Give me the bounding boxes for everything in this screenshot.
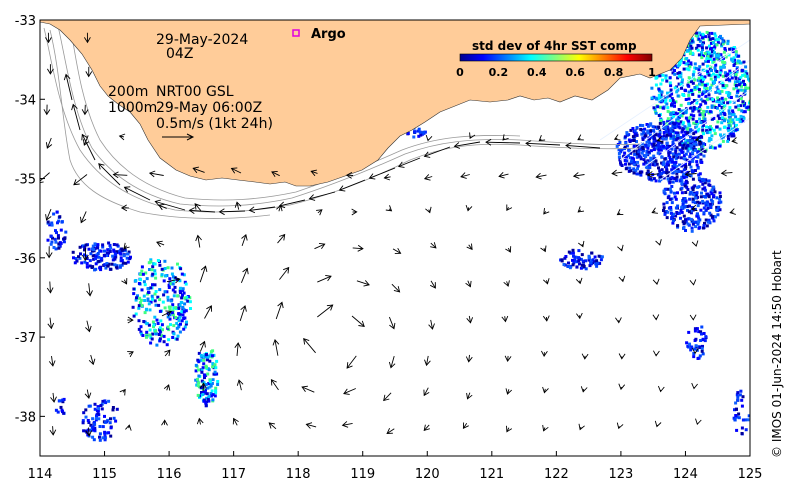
y-tick-label: -35 bbox=[15, 173, 36, 188]
colorbar-tick-label: 0.6 bbox=[565, 66, 585, 79]
y-tick-label: -37 bbox=[15, 331, 36, 346]
colorbar-tick-label: 0.8 bbox=[604, 66, 624, 79]
y-axis: -33 -34 -35 -36 -37 -38 bbox=[15, 14, 45, 425]
y-tick-label: -34 bbox=[15, 93, 36, 108]
colorbar-tick-label: 1 bbox=[648, 66, 656, 79]
colorbar-tick-label: 0 bbox=[456, 66, 464, 79]
product-time-label: 29-May 06:00Z bbox=[156, 100, 262, 116]
plot-frame bbox=[39, 19, 751, 457]
x-tick-label: 115 bbox=[92, 467, 117, 482]
product-label: NRT00 GSL bbox=[156, 84, 234, 100]
x-tick-label: 124 bbox=[673, 467, 698, 482]
scale-label: 0.5m/s (1kt 24h) bbox=[156, 116, 273, 132]
y-tick-label: -36 bbox=[15, 252, 36, 267]
depth-1000-label: 1000m bbox=[108, 100, 157, 116]
depth-200-label: 200m bbox=[108, 84, 148, 100]
x-axis: 114 115 116 117 118 119 120 121 122 123 124 125 bbox=[28, 451, 763, 482]
colorbar bbox=[459, 53, 653, 62]
current-vectors bbox=[40, 32, 738, 437]
x-tick-label: 122 bbox=[544, 467, 569, 482]
satellite-tracks bbox=[599, 39, 750, 181]
x-tick-label: 125 bbox=[738, 467, 763, 482]
credit-label: © IMOS 01-Jun-2024 14:50 Hobart bbox=[770, 250, 784, 458]
y-tick-label: -33 bbox=[15, 14, 36, 29]
x-tick-label: 121 bbox=[479, 467, 504, 482]
colorbar-title: std dev of 4hr SST comp bbox=[472, 39, 637, 53]
x-tick-label: 118 bbox=[286, 467, 311, 482]
map-time: 04Z bbox=[166, 46, 193, 62]
y-tick-label: -38 bbox=[15, 410, 36, 425]
x-tick-label: 120 bbox=[415, 467, 440, 482]
argo-legend-label: Argo bbox=[311, 27, 346, 42]
argo-marker-icon bbox=[292, 29, 300, 37]
bathymetry-contours bbox=[43, 23, 641, 219]
land-mass bbox=[40, 20, 750, 187]
x-tick-label: 117 bbox=[221, 467, 246, 482]
x-tick-label: 116 bbox=[157, 467, 182, 482]
x-tick-label: 123 bbox=[608, 467, 633, 482]
colorbar-ticks: 0 0.2 0.4 0.6 0.8 1 bbox=[456, 66, 656, 79]
colorbar-tick-label: 0.4 bbox=[527, 66, 547, 79]
map-date: 29-May-2024 bbox=[156, 32, 248, 48]
x-tick-label: 114 bbox=[28, 467, 53, 482]
scale-arrow bbox=[162, 133, 195, 141]
colorbar-tick-label: 0.2 bbox=[489, 66, 509, 79]
x-tick-label: 119 bbox=[350, 467, 375, 482]
sst-stddev-patches bbox=[46, 30, 750, 442]
